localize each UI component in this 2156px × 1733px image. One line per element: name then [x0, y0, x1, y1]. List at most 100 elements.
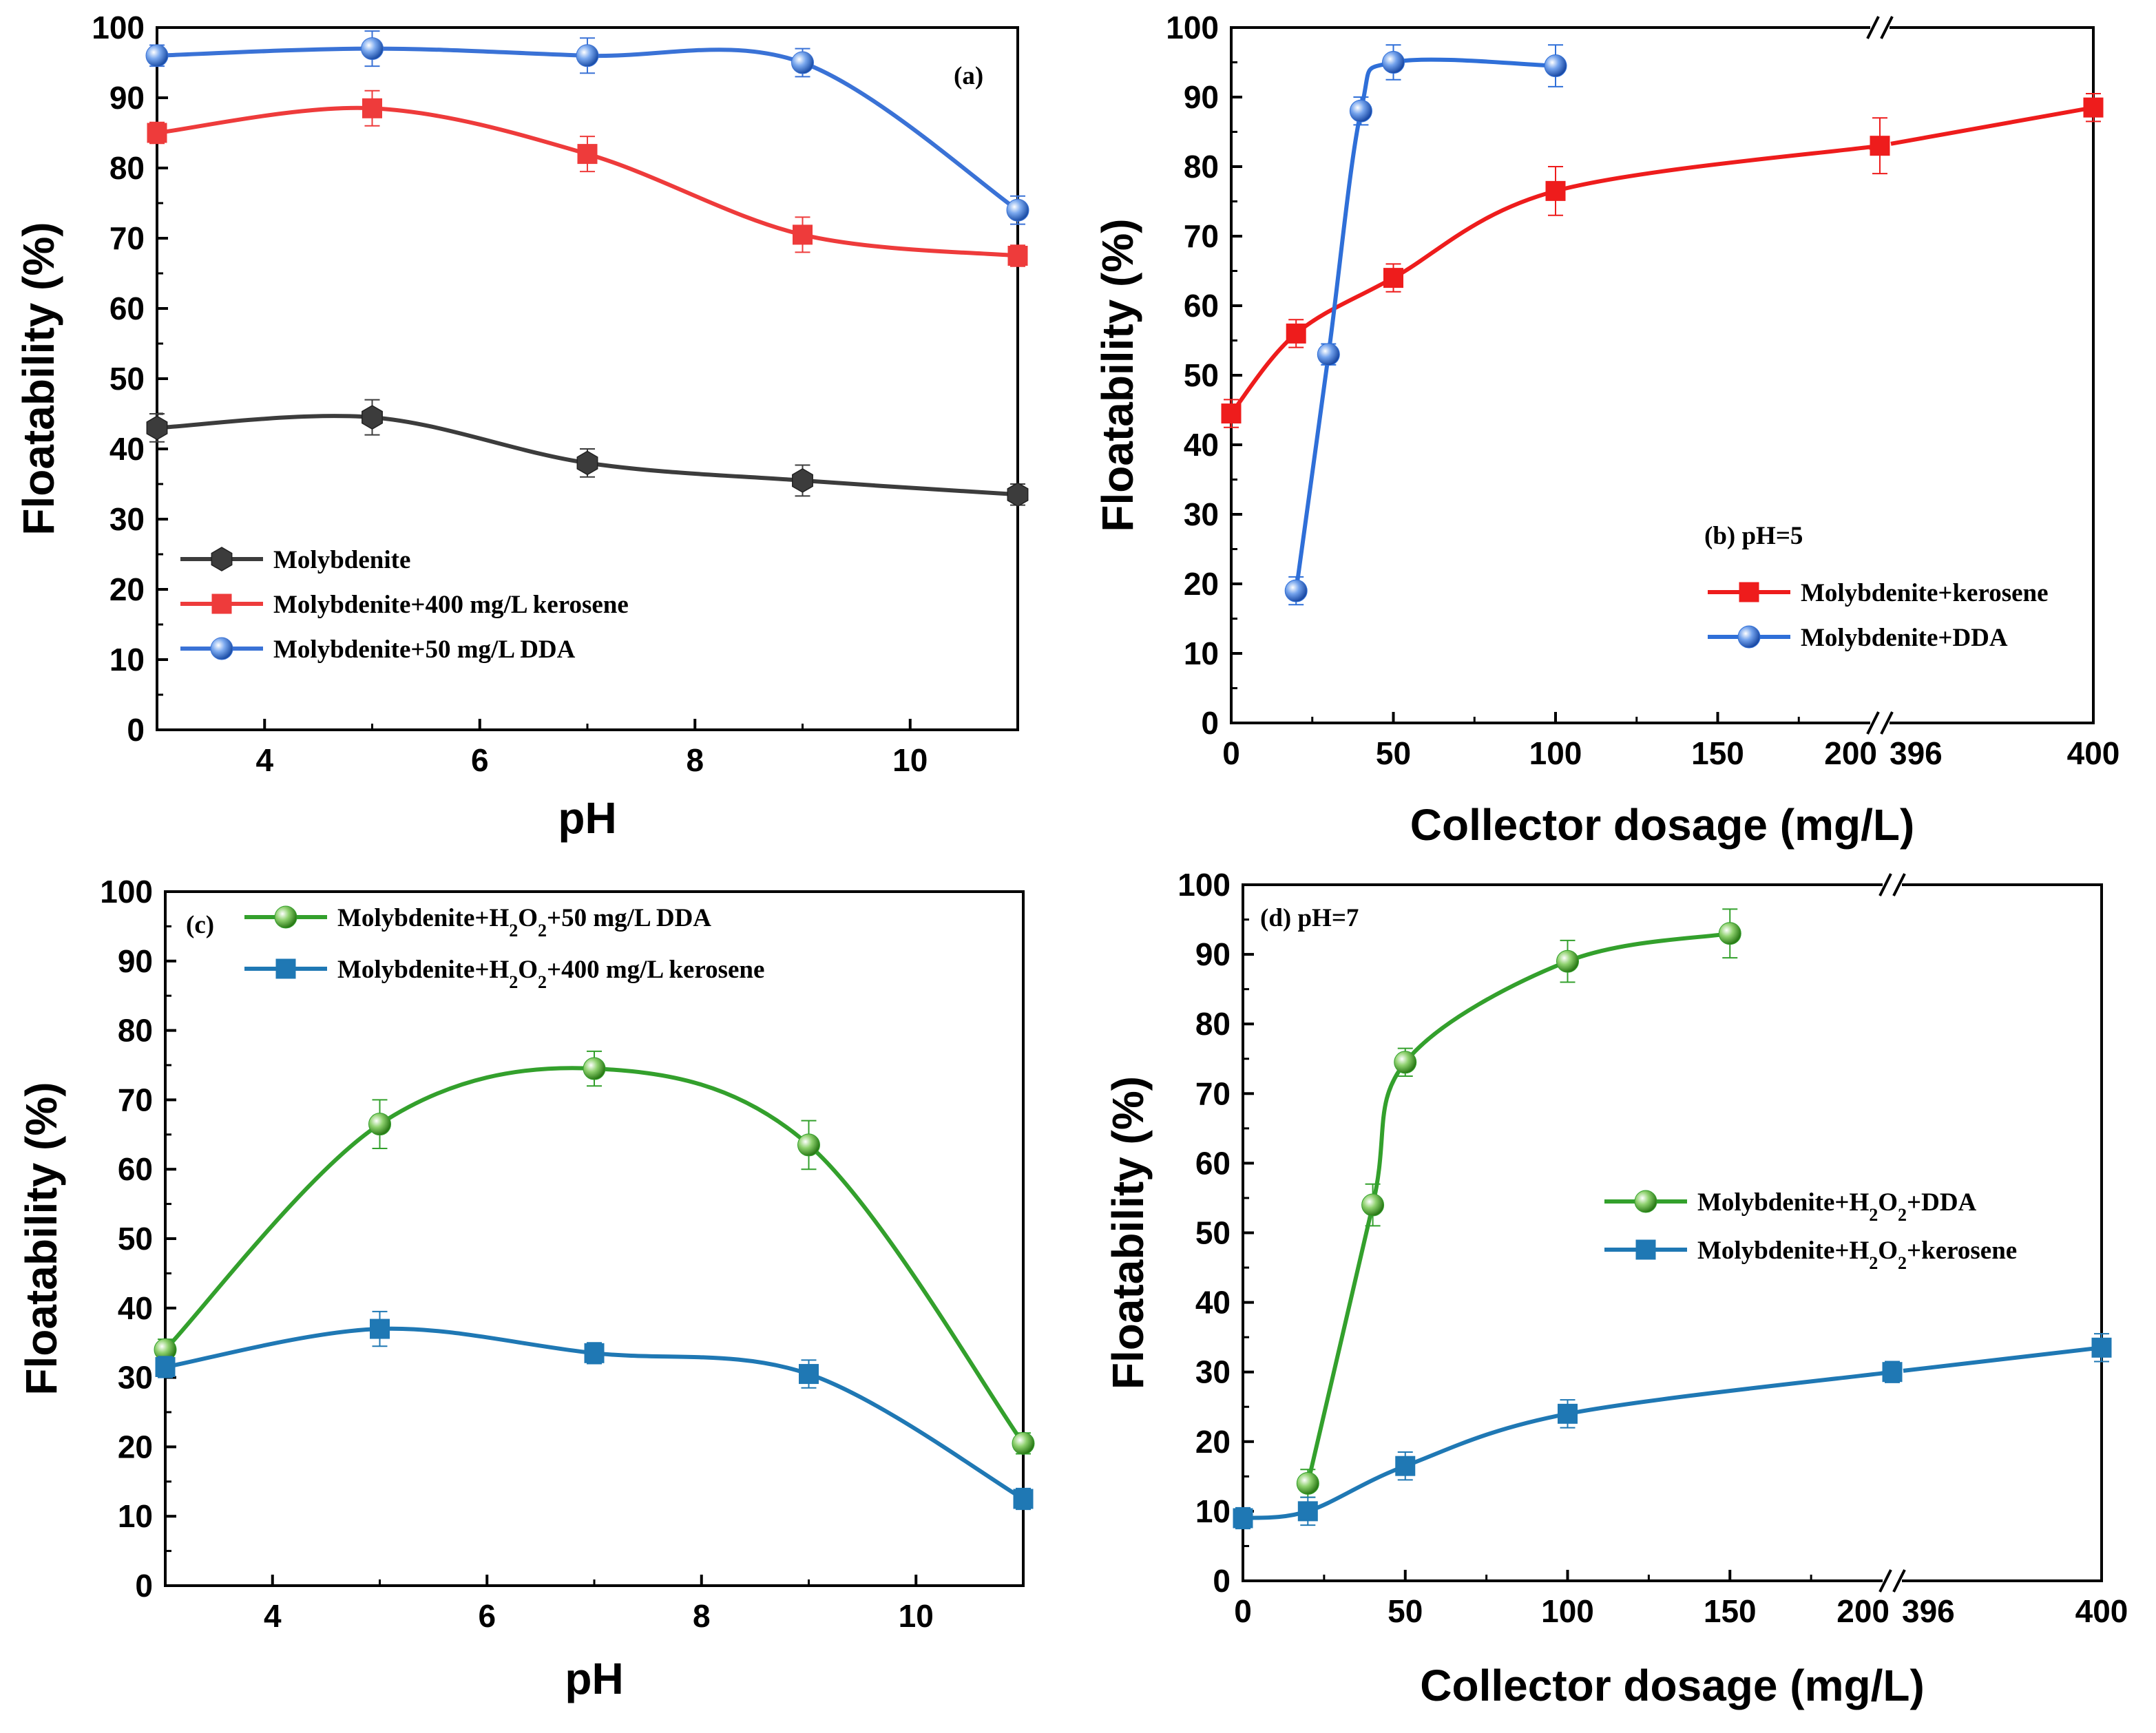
hexagon-marker — [792, 468, 813, 493]
legend-label: Molybdenite+DDA — [1801, 624, 2008, 652]
y-tick-label: 20 — [109, 571, 145, 607]
x-tick-label: 396 — [1902, 1593, 1955, 1629]
panel-b: 0 10 20 30 40 50 60 70 80 90 100 0 50 100 150 200 396 400… — [1093, 10, 2120, 850]
panel-label: (a) — [954, 62, 983, 90]
y-tick-label: 100 — [92, 10, 145, 45]
y-axis-title: Floatability (%) — [1093, 218, 1142, 532]
y-tick-label: 40 — [1184, 427, 1219, 463]
sphere-marker — [1394, 1051, 1417, 1074]
square-marker — [155, 1356, 176, 1377]
series-line — [1229, 143, 1881, 415]
sphere-marker — [1556, 949, 1579, 973]
y-tick-label: 10 — [118, 1498, 153, 1534]
y-tick-label: 100 — [100, 874, 153, 910]
sphere-marker — [1544, 54, 1567, 78]
x-tick-label: 396 — [1890, 735, 1943, 771]
sphere-marker — [576, 44, 599, 67]
y-tick-label: 100 — [1166, 10, 1219, 45]
square-marker — [1297, 1501, 1318, 1522]
sphere-marker — [361, 37, 384, 61]
x-tick-label: 400 — [2075, 1593, 2128, 1629]
axis-break-mark — [1866, 711, 1880, 735]
sphere-marker — [797, 1133, 820, 1157]
series-line — [1242, 1369, 1893, 1520]
axis-break-mark — [1866, 16, 1880, 39]
y-tick-label: 70 — [1184, 218, 1219, 254]
y-axis-title: Floatability (%) — [14, 222, 63, 535]
y-tick-label: 70 — [118, 1082, 153, 1117]
legend-label: Molybdenite+50 mg/L DDA — [273, 636, 576, 664]
square-marker — [370, 1319, 390, 1339]
sphere-marker — [791, 51, 814, 74]
axis-break-mark — [1880, 16, 1894, 39]
square-marker — [1286, 323, 1306, 344]
sphere-marker — [1284, 579, 1308, 602]
y-tick-label: 80 — [1184, 149, 1219, 185]
hexagon-marker — [1007, 482, 1029, 507]
legend-label: Molybdenite — [273, 546, 410, 574]
sphere-marker — [1718, 922, 1741, 945]
y-tick-label: 10 — [109, 642, 145, 678]
x-tick-label: 200 — [1836, 1593, 1890, 1629]
x-tick-label: 4 — [255, 742, 273, 778]
y-tick-label: 60 — [109, 291, 145, 326]
y-tick-label: 100 — [1178, 867, 1231, 903]
x-tick-label: 100 — [1529, 735, 1582, 771]
hexagon-marker — [146, 415, 168, 441]
y-tick-label: 0 — [135, 1568, 153, 1604]
x-tick-label: 100 — [1541, 1593, 1594, 1629]
y-tick-label: 60 — [1195, 1145, 1231, 1181]
square-marker — [211, 594, 232, 614]
plot-frame — [1242, 883, 2103, 1582]
x-tick-label: 400 — [2067, 735, 2120, 771]
square-marker — [275, 958, 296, 979]
series-line — [156, 105, 1018, 258]
y-tick-label: 10 — [1184, 636, 1219, 671]
legend-entry-1: Molybdenite+H2O2+50 mg/L DDA — [244, 904, 711, 941]
square-marker — [1013, 1489, 1034, 1509]
y-tick-label: 50 — [109, 361, 145, 397]
panel-label: (c) — [186, 911, 214, 939]
legend-label: Molybdenite+kerosene — [1801, 579, 2049, 607]
square-marker — [1383, 268, 1403, 288]
y-axis-title: Floatability (%) — [1103, 1076, 1153, 1389]
series-1 — [154, 1050, 1035, 1455]
legend-entry-2: Molybdenite+400 mg/L kerosene — [180, 591, 629, 619]
square-marker — [584, 1343, 605, 1363]
y-tick-label: 30 — [1184, 496, 1219, 532]
y-tick-label: 0 — [1213, 1563, 1231, 1599]
y-tick-label: 80 — [109, 150, 145, 186]
sphere-marker — [368, 1113, 391, 1136]
y-tick-label: 50 — [118, 1221, 153, 1257]
axis-break-mark — [1880, 711, 1894, 735]
panel-a: 0 10 20 30 40 50 60 70 80 90 100 4 6 8 10 pH Floatabilit… — [14, 10, 1029, 843]
sphere-marker — [145, 44, 169, 67]
y-axis-title: Floatability (%) — [17, 1082, 66, 1395]
axis-break-mark — [1878, 873, 1892, 896]
square-marker — [147, 123, 167, 143]
axis-break-mark — [1892, 873, 1906, 896]
series-2 — [1284, 44, 1567, 606]
legend-label: Molybdenite+400 mg/L kerosene — [273, 591, 629, 619]
y-tick-label: 60 — [118, 1151, 153, 1187]
axis-break-mark — [1892, 1569, 1906, 1593]
y-tick-label: 10 — [1195, 1493, 1231, 1529]
panel-d: 0 10 20 30 40 50 60 70 80 90 100 0 50 100 150 200 396 400… — [1103, 867, 2128, 1710]
x-tick-label: 8 — [693, 1598, 711, 1634]
square-marker — [1739, 582, 1759, 602]
series-1 — [1296, 908, 1741, 1498]
legend-entry-2: Molybdenite+H2O2+kerosene — [1604, 1237, 2017, 1273]
series-line — [1903, 1345, 2102, 1373]
sphere-marker — [1737, 625, 1761, 649]
y-tick-label: 20 — [1195, 1424, 1231, 1460]
legend-entry-1: Molybdenite+H2O2+DDA — [1604, 1188, 1977, 1225]
y-tick-label: 80 — [1195, 1006, 1231, 1042]
square-marker — [1007, 246, 1028, 266]
series-line — [1890, 105, 2094, 146]
y-tick-label: 60 — [1184, 288, 1219, 324]
square-marker — [362, 98, 382, 118]
series-2 — [147, 90, 1028, 267]
plot-frame — [156, 26, 1019, 731]
square-marker — [799, 1364, 819, 1385]
